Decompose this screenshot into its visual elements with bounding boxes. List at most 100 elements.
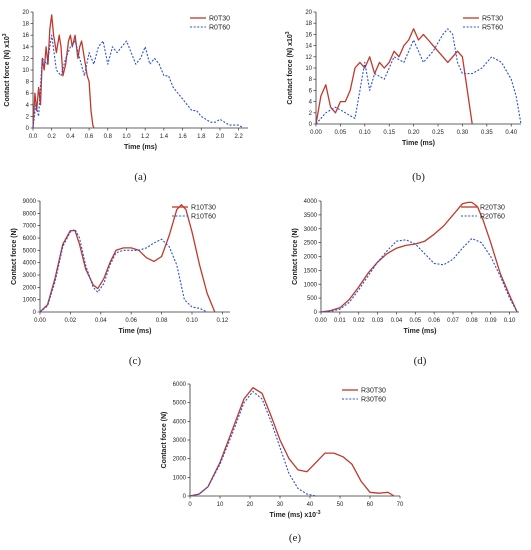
y-tick-label: 10 [305, 66, 312, 72]
legend-label: R10T60 [191, 214, 216, 221]
x-tick-label: 1.0 [122, 134, 131, 140]
x-tick-label: 0.12 [217, 318, 229, 324]
x-tick-label: 0.06 [125, 318, 137, 324]
y-tick-label: 6000 [23, 236, 37, 242]
x-tick-label: 2.0 [216, 134, 225, 140]
series-line-r5t60 [315, 28, 522, 125]
x-axis-label-text: Time (ms) [124, 144, 157, 151]
panel-caption: (d) [414, 355, 427, 367]
y-tick-label: 20 [22, 10, 29, 16]
x-axis-label: Time (ms) [119, 328, 152, 335]
y-axis-label: Contact force (N) [161, 412, 168, 469]
y-tick-label: 12 [22, 56, 29, 62]
y-tick-label: 14 [22, 45, 29, 51]
y-tick-label: 14 [305, 44, 312, 50]
x-tick-label: 1.6 [178, 134, 187, 140]
series-line-r20t60 [320, 237, 518, 313]
y-tick-label: 18 [305, 21, 312, 27]
series-line-r10t60 [39, 228, 208, 313]
legend-label: R5T30 [482, 16, 503, 23]
y-tick-label: 2500 [304, 241, 318, 247]
x-tick-label: 10 [217, 502, 224, 508]
y-tick-label: 8000 [23, 211, 37, 217]
x-axis-label: Time (ms) [402, 140, 435, 147]
y-tick-label: 5000 [173, 401, 187, 407]
x-tick-label: 0.20 [408, 130, 420, 136]
x-tick-label: 0.00 [34, 318, 46, 324]
legend-label: R0T30 [209, 16, 230, 23]
x-tick-label: 0.25 [432, 130, 444, 136]
panel-c: 0 1000 2000 3000 4000 5000 6000 7000 8000 9000 0.0… [11, 199, 230, 367]
y-axis-label-text: Contact force (N) x10 [287, 34, 294, 105]
y-tick-label: 2000 [173, 457, 187, 463]
x-tick-label: 0.03 [372, 318, 384, 324]
x-tick-label: 0.02 [65, 318, 77, 324]
y-tick-label: 0 [26, 126, 30, 132]
y-tick-label: 7000 [23, 224, 37, 230]
x-tick-label: 0.08 [156, 318, 168, 324]
x-tick-label: 0.00 [310, 130, 322, 136]
x-tick-label: 0.15 [383, 130, 395, 136]
legend-label: R20T30 [480, 205, 505, 212]
y-tick-label: 6 [309, 88, 313, 94]
x-tick-label: 1.4 [160, 134, 169, 140]
panel-caption: (e) [289, 532, 302, 544]
x-tick-label: 0.10 [359, 130, 371, 136]
y-tick-label: 0 [314, 310, 318, 316]
y-tick-label: 16 [22, 33, 29, 39]
panel-b: 0 2 4 6 8 10 12 14 16 18 20 0.00 0.05 0.10 0.15 0.20 0.2… [285, 10, 522, 183]
y-tick-label: 1000 [304, 282, 318, 288]
x-tick-label: 30 [277, 502, 284, 508]
y-tick-label: 3000 [23, 273, 37, 279]
y-axis-label-exponent: 3 [285, 31, 291, 34]
x-axis-label-exponent: -3 [316, 510, 321, 516]
x-tick-label: 0 [188, 502, 192, 508]
y-tick-label: 9000 [23, 199, 37, 205]
x-tick-label: 0.04 [95, 318, 107, 324]
panel-d: 0 500 1000 1500 2000 2500 3000 3500 4000 0.00 0.01… [292, 199, 519, 367]
y-tick-label: 4000 [173, 419, 187, 425]
y-axis-label-text: Contact force (N) [11, 228, 18, 285]
panel-a: 0 2 4 6 8 10 12 14 16 18 20 0.0 0.2 0.4 0.6 0.8 1.0 1.2 1.… [2, 10, 248, 183]
series-line-r0t60 [32, 34, 244, 129]
y-tick-label: 4000 [23, 261, 37, 267]
series-line-r10t30 [39, 204, 216, 313]
x-tick-label: 0.06 [428, 318, 440, 324]
y-tick-label: 2000 [304, 255, 318, 261]
x-tick-label: 0.6 [85, 134, 94, 140]
y-tick-label: 1000 [173, 475, 187, 481]
x-axis-label-text: Time (ms) [404, 328, 437, 335]
x-axis-label: Time (ms) [124, 144, 157, 151]
panel-e: 0 1000 2000 3000 4000 5000 6000 0 10 20 30 40 50 60 70… [161, 382, 404, 544]
x-tick-label: 0.05 [409, 318, 421, 324]
y-tick-label: 1000 [23, 298, 37, 304]
x-tick-label: 60 [367, 502, 374, 508]
y-tick-label: 8 [309, 77, 313, 83]
y-axis-label: Contact force (N) x103 [2, 33, 11, 106]
series-line-r5t30 [315, 28, 473, 125]
x-tick-label: 1.8 [197, 134, 206, 140]
x-tick-label: 0.35 [481, 130, 493, 136]
x-axis-label-text: Time (ms) [402, 140, 435, 147]
y-tick-label: 0 [309, 122, 313, 128]
x-tick-label: 0.07 [447, 318, 459, 324]
x-tick-label: 20 [247, 502, 254, 508]
legend-label: R30T30 [361, 388, 386, 395]
y-tick-label: 3500 [304, 213, 318, 219]
panel-caption: (b) [412, 171, 425, 183]
y-axis-label: Contact force (N) x103 [285, 31, 294, 104]
x-tick-label: 0.4 [66, 134, 75, 140]
x-axis-label-text: Time (ms) [119, 328, 152, 335]
y-tick-label: 1500 [304, 268, 318, 274]
y-tick-label: 16 [305, 32, 312, 38]
series-line-r20t30 [320, 201, 518, 313]
y-axis-label-text: Contact force (N) [161, 412, 168, 469]
series-line-r30t60 [189, 390, 317, 497]
y-tick-label: 2 [309, 111, 313, 117]
x-tick-label: 0.08 [466, 318, 478, 324]
y-tick-label: 4000 [304, 199, 318, 205]
series-line-r0t30 [32, 14, 95, 129]
y-tick-label: 2 [26, 114, 30, 120]
x-tick-label: 40 [307, 502, 314, 508]
y-tick-label: 5000 [23, 248, 37, 254]
